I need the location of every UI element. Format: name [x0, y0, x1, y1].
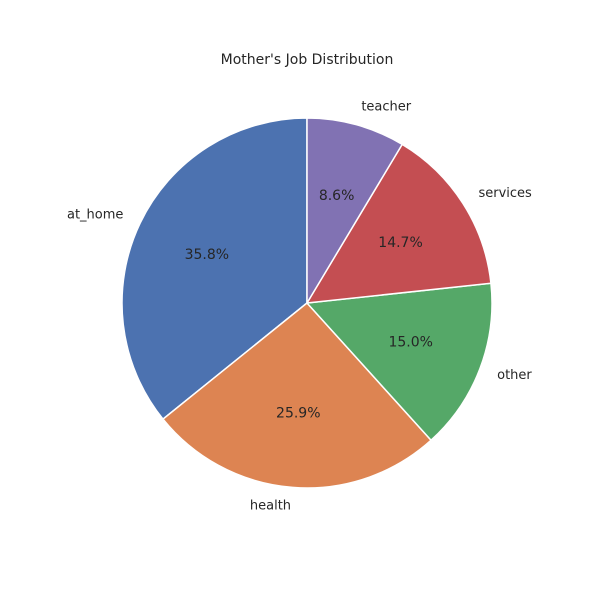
- slice-label-other: other: [497, 368, 532, 383]
- slice-label-services: services: [478, 186, 532, 201]
- pct-label-at-home: 35.8%: [185, 247, 229, 263]
- pie-labels: 35.8% at_home 25.9% health 15.0% other 14.7% se…: [67, 99, 532, 513]
- pie-slice-services: [306, 143, 492, 304]
- pie-slice-teacher: [306, 117, 403, 304]
- chart-title: Mother's Job Distribution: [221, 52, 394, 68]
- pct-label-health: 25.9%: [276, 406, 320, 422]
- pie-slice-at-home: [121, 117, 308, 420]
- pct-label-teacher: 8.6%: [319, 188, 355, 204]
- pie-slices: [121, 117, 493, 489]
- pct-label-other: 15.0%: [388, 335, 432, 351]
- slice-label-teacher: teacher: [361, 99, 411, 114]
- pie-slice-other: [306, 282, 493, 441]
- pct-label-services: 14.7%: [378, 235, 422, 251]
- pie-slice-health: [162, 302, 432, 489]
- slice-label-health: health: [250, 498, 291, 513]
- slice-label-at-home: at_home: [67, 208, 123, 223]
